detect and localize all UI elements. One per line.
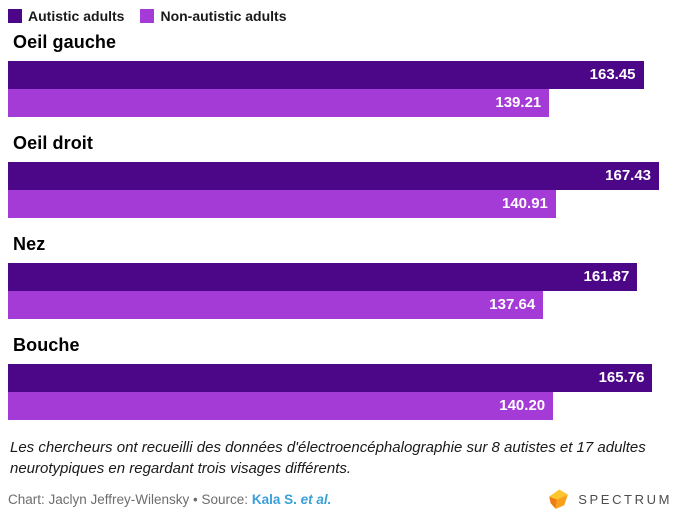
legend-label-non-autistic: Non-autistic adults — [160, 7, 287, 24]
bar-group: Oeil droit 167.43 140.91 — [8, 134, 676, 218]
bar-value-label: 140.20 — [499, 397, 546, 414]
spectrum-gem-icon — [549, 489, 569, 509]
bar-group: Nez 161.87 137.64 — [8, 235, 676, 319]
bar-autistic-adults: 167.43 — [8, 162, 660, 190]
bar-value-label: 161.87 — [583, 268, 630, 285]
category-label: Oeil gauche — [13, 32, 117, 52]
bar-non-autistic-adults: 140.20 — [8, 392, 554, 420]
credit-line: Chart: Jaclyn Jeffrey-Wilensky • Source:… — [8, 492, 331, 507]
bar-value-label: 139.21 — [495, 94, 542, 111]
category-label: Oeil droit — [13, 133, 94, 153]
bar-autistic-adults: 163.45 — [8, 61, 644, 89]
bar-value-label: 165.76 — [598, 369, 645, 386]
chart-caption: Les chercheurs ont recueilli des données… — [10, 439, 646, 477]
bar-non-autistic-adults: 139.21 — [8, 89, 550, 117]
bar-group: Bouche 165.76 140.20 — [8, 336, 676, 420]
bar-group: Oeil gauche 163.45 139.21 — [8, 33, 676, 117]
source-link[interactable]: Kala S. et al. — [251, 492, 332, 507]
bar-chart: Oeil gauche 163.45 139.21 Oeil droit 167.43 1… — [8, 33, 676, 420]
bar-non-autistic-adults: 137.64 — [8, 291, 544, 319]
spectrum-logo: SPECTRUM — [547, 488, 672, 511]
bar-autistic-adults: 165.76 — [8, 364, 653, 392]
category-label: Nez — [13, 234, 46, 254]
legend-label-autistic: Autistic adults — [28, 7, 125, 24]
bar-value-label: 137.64 — [489, 296, 536, 313]
credit-text: Chart: Jaclyn Jeffrey-Wilensky • Source: — [8, 492, 249, 507]
footer: Chart: Jaclyn Jeffrey-Wilensky • Source:… — [8, 488, 676, 511]
bar-value-label: 163.45 — [589, 66, 636, 83]
legend-swatch-non-autistic — [140, 8, 155, 23]
bar-autistic-adults: 161.87 — [8, 263, 638, 291]
bar-non-autistic-adults: 140.91 — [8, 190, 556, 218]
legend-swatch-autistic — [8, 8, 22, 23]
category-label: Bouche — [13, 335, 80, 355]
legend: Autistic adults Non-autistic adults — [8, 7, 676, 24]
bar-value-label: 167.43 — [605, 167, 652, 184]
spectrum-logo-text: SPECTRUM — [578, 492, 672, 507]
bar-value-label: 140.91 — [502, 195, 548, 212]
